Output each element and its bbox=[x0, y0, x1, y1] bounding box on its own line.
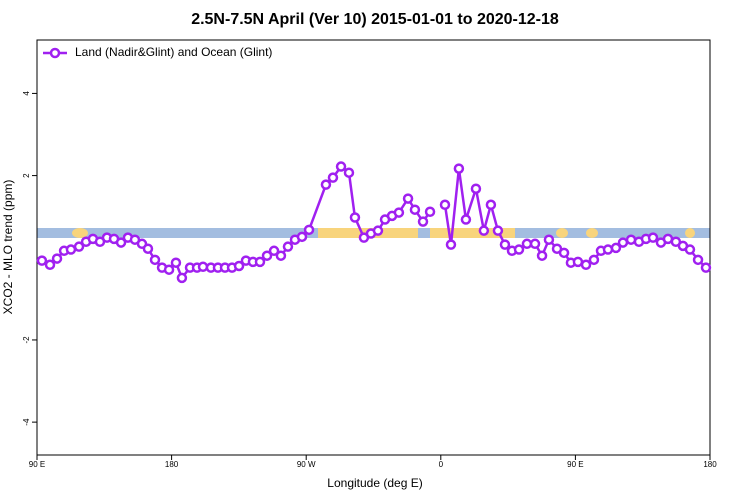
data-point bbox=[233, 260, 245, 272]
data-point bbox=[349, 212, 361, 223]
data-point bbox=[543, 234, 555, 245]
data-point bbox=[402, 193, 414, 204]
data-point bbox=[296, 231, 308, 243]
data-point bbox=[142, 243, 154, 254]
data-point bbox=[684, 244, 696, 255]
data-point bbox=[439, 199, 451, 211]
y-axis-label: XCO2 - MLO trend (ppm) bbox=[1, 180, 15, 315]
data-point bbox=[445, 239, 457, 250]
data-point bbox=[453, 163, 465, 174]
data-point bbox=[254, 256, 266, 268]
land-patch bbox=[586, 228, 598, 238]
data-point bbox=[409, 204, 421, 215]
data-point bbox=[51, 253, 63, 264]
data-point bbox=[170, 257, 182, 268]
data-point bbox=[44, 259, 56, 271]
data-point bbox=[470, 183, 482, 194]
y-tick-label: 4 bbox=[22, 91, 31, 96]
x-tick-label: 0 bbox=[439, 460, 444, 469]
data-point bbox=[320, 179, 332, 190]
land-patch bbox=[685, 228, 695, 238]
data-point bbox=[499, 239, 511, 250]
data-point bbox=[700, 262, 712, 273]
legend-label: Land (Nadir&Glint) and Ocean (Glint) bbox=[75, 45, 272, 59]
data-point bbox=[303, 224, 315, 236]
data-point bbox=[268, 245, 280, 257]
data-point bbox=[572, 256, 584, 268]
legend-marker bbox=[49, 47, 61, 59]
y-tick-label: -2 bbox=[22, 336, 31, 344]
data-point bbox=[521, 238, 533, 250]
data-point bbox=[478, 225, 490, 236]
data-point bbox=[692, 254, 704, 266]
data-point bbox=[73, 241, 85, 252]
data-point bbox=[536, 250, 548, 261]
data-point bbox=[424, 206, 436, 218]
land-patch bbox=[430, 228, 515, 238]
chart-title: 2.5N-7.5N April (Ver 10) 2015-01-01 to 2… bbox=[191, 11, 559, 28]
data-point bbox=[149, 254, 161, 266]
data-point bbox=[647, 232, 659, 243]
data-point bbox=[261, 250, 273, 261]
data-point bbox=[163, 264, 175, 275]
data-point bbox=[492, 225, 504, 236]
series-line bbox=[443, 168, 707, 269]
data-point bbox=[610, 242, 622, 254]
plot-frame bbox=[36, 39, 711, 456]
y-tick-label: 2 bbox=[22, 173, 31, 178]
x-tick-label: 180 bbox=[165, 460, 179, 469]
data-point bbox=[417, 216, 429, 227]
data-point bbox=[65, 244, 77, 255]
y-tick-label: -4 bbox=[22, 418, 31, 426]
series-line bbox=[41, 164, 432, 281]
data-point bbox=[36, 255, 48, 266]
x-tick-label: 90 E bbox=[29, 460, 45, 469]
data-point bbox=[558, 247, 570, 259]
data-point bbox=[460, 214, 472, 225]
data-point bbox=[115, 237, 127, 248]
x-tick-label: 90 E bbox=[567, 460, 583, 469]
data-point bbox=[335, 161, 347, 172]
data-point bbox=[282, 241, 294, 252]
data-point bbox=[617, 237, 629, 248]
land-patch bbox=[72, 228, 88, 238]
data-point bbox=[529, 238, 541, 250]
data-point bbox=[602, 244, 614, 255]
data-point bbox=[372, 225, 384, 236]
x-axis-label: Longitude (deg E) bbox=[327, 476, 422, 490]
x-tick-label: 180 bbox=[703, 460, 717, 469]
data-point bbox=[485, 199, 497, 211]
land-patch bbox=[556, 228, 568, 238]
data-point bbox=[176, 272, 188, 284]
data-point bbox=[327, 172, 339, 183]
x-tick-label: 90 W bbox=[297, 460, 316, 469]
data-point bbox=[580, 259, 592, 271]
data-point bbox=[275, 250, 287, 261]
data-point bbox=[393, 207, 405, 218]
data-point bbox=[588, 254, 600, 266]
data-point bbox=[513, 244, 525, 255]
data-point bbox=[343, 167, 355, 178]
